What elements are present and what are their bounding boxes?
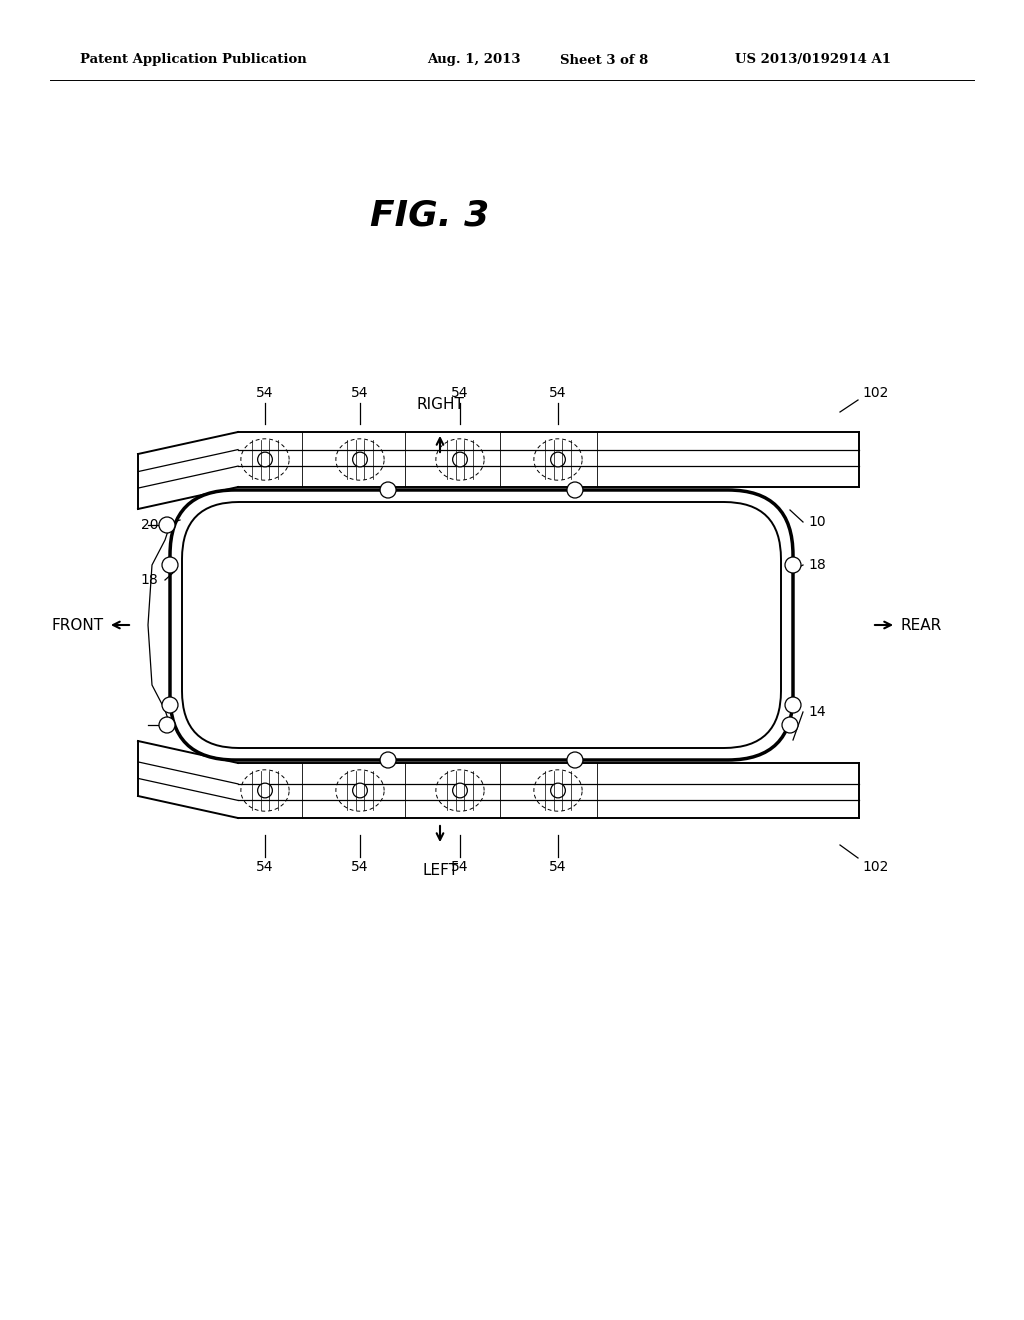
Text: 18: 18 — [808, 558, 825, 572]
Circle shape — [551, 783, 565, 797]
Circle shape — [785, 557, 801, 573]
Circle shape — [380, 482, 396, 498]
Text: FIG. 3: FIG. 3 — [371, 198, 489, 232]
Text: Sheet 3 of 8: Sheet 3 of 8 — [560, 54, 648, 66]
Text: 14: 14 — [808, 705, 825, 719]
Text: 20: 20 — [140, 517, 158, 532]
Text: FRONT: FRONT — [52, 618, 104, 632]
Circle shape — [453, 783, 467, 797]
Text: 54: 54 — [452, 861, 469, 874]
Circle shape — [567, 482, 583, 498]
Circle shape — [567, 752, 583, 768]
Circle shape — [352, 783, 368, 797]
Text: 54: 54 — [452, 385, 469, 400]
Text: Aug. 1, 2013: Aug. 1, 2013 — [427, 54, 520, 66]
Circle shape — [159, 717, 175, 733]
Circle shape — [162, 557, 178, 573]
Circle shape — [258, 783, 272, 797]
Text: US 2013/0192914 A1: US 2013/0192914 A1 — [735, 54, 891, 66]
Circle shape — [782, 717, 798, 733]
Text: Patent Application Publication: Patent Application Publication — [80, 54, 307, 66]
Circle shape — [258, 453, 272, 467]
Text: 54: 54 — [256, 385, 273, 400]
Text: 54: 54 — [549, 861, 566, 874]
Circle shape — [162, 697, 178, 713]
Text: 54: 54 — [351, 861, 369, 874]
Text: 102: 102 — [862, 861, 889, 874]
Text: 54: 54 — [549, 385, 566, 400]
Text: 10: 10 — [808, 515, 825, 529]
Text: RIGHT: RIGHT — [416, 397, 464, 412]
Text: REAR: REAR — [900, 618, 941, 632]
Circle shape — [352, 453, 368, 467]
Circle shape — [453, 453, 467, 467]
Text: 54: 54 — [256, 861, 273, 874]
Text: LEFT: LEFT — [422, 863, 458, 878]
Circle shape — [785, 697, 801, 713]
Circle shape — [551, 453, 565, 467]
Text: 102: 102 — [862, 385, 889, 400]
Text: 18: 18 — [140, 573, 158, 587]
Circle shape — [159, 517, 175, 533]
Text: 54: 54 — [351, 385, 369, 400]
Circle shape — [380, 752, 396, 768]
